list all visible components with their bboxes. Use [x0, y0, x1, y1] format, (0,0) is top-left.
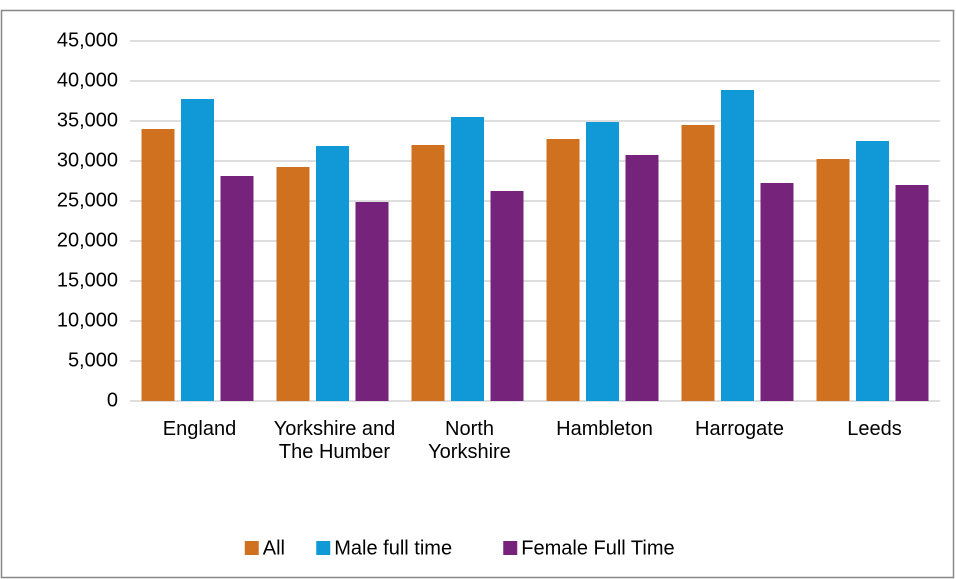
bar — [895, 185, 929, 401]
y-tick-label: 35,000 — [57, 109, 118, 131]
x-tick-label: Leeds — [847, 418, 902, 440]
bar — [355, 202, 389, 401]
y-tick-label: 15,000 — [57, 269, 118, 291]
bar — [490, 191, 524, 401]
legend-label: Male full time — [334, 537, 452, 559]
bar — [760, 183, 794, 401]
bar — [276, 167, 310, 401]
bar — [451, 117, 484, 401]
bar — [411, 145, 445, 401]
bar — [546, 139, 580, 401]
bar — [856, 141, 889, 401]
y-tick-label: 30,000 — [57, 149, 118, 171]
legend-label: All — [263, 537, 285, 559]
y-tick-label: 0 — [107, 389, 118, 411]
bar — [816, 159, 850, 401]
bar — [141, 129, 175, 401]
y-tick-label: 10,000 — [57, 309, 118, 331]
bar — [181, 99, 214, 401]
bar — [220, 176, 254, 401]
x-tick-label: Yorkshire and The Humber — [273, 418, 396, 463]
y-tick-label: 25,000 — [57, 189, 118, 211]
x-tick-label: England — [162, 418, 237, 440]
legend-swatch — [244, 541, 259, 555]
x-tick-label: North Yorkshire — [428, 418, 511, 463]
bar — [316, 146, 349, 401]
y-tick-label: 20,000 — [57, 229, 118, 251]
legend-label: Female Full Time — [521, 537, 674, 559]
y-tick-label: 40,000 — [57, 69, 118, 91]
x-tick-label: Hambleton — [556, 418, 653, 440]
bar — [586, 122, 619, 401]
y-tick-label: 5,000 — [68, 349, 118, 371]
x-tick-label: Harrogate — [695, 418, 784, 440]
bar — [625, 155, 659, 401]
legend-swatch — [316, 541, 331, 555]
legend-swatch — [503, 541, 518, 555]
chart-border — [0, 9, 955, 579]
y-tick-label: 45,000 — [57, 29, 118, 51]
bar — [721, 90, 754, 401]
bar — [681, 125, 715, 401]
